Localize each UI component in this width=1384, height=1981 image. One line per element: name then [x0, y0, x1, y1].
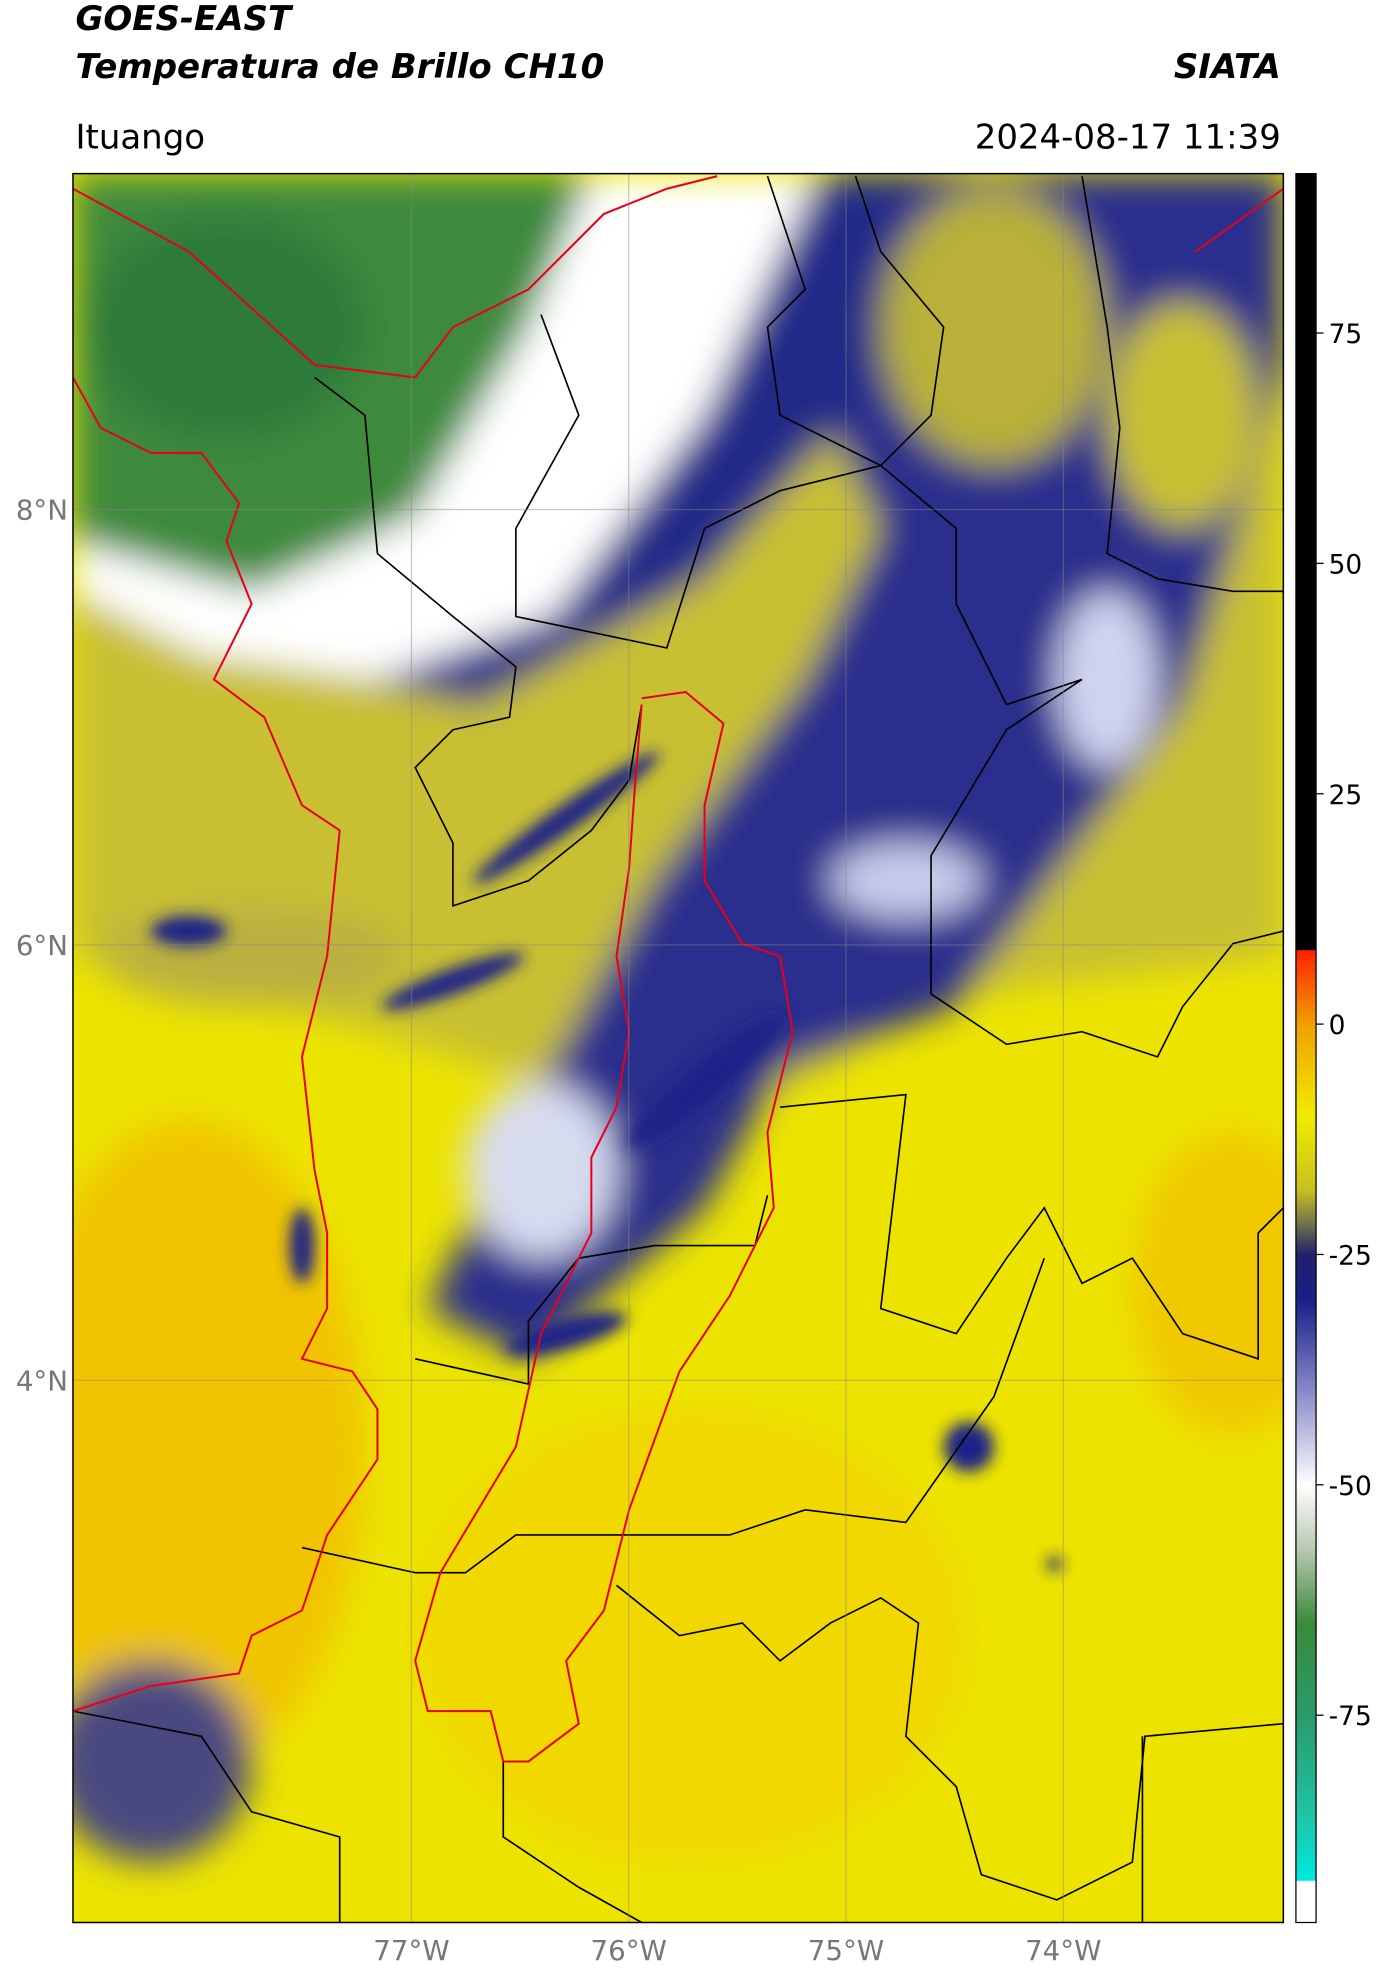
title: GOES-EAST	[75, 0, 293, 39]
colorbar-tick-label: 0	[1329, 1010, 1346, 1041]
lat-label: 6°N	[16, 929, 68, 962]
colorbar-segment	[1295, 1484, 1317, 1550]
grid: 4°N 6°N 8°N 77°W 76°W 75°W 74°W	[16, 173, 1284, 1967]
map-frame	[72, 172, 1285, 1924]
colorbar-segment	[1295, 1024, 1317, 1117]
lon-label: 77°W	[373, 1934, 449, 1967]
colorbar-segment	[1295, 950, 1317, 1025]
datetime: 2024-08-17 11:39	[975, 117, 1281, 157]
subtitle: Temperatura de Brillo CH10	[75, 47, 604, 87]
colorbar-segment	[1295, 1880, 1317, 1882]
lat-label: 8°N	[16, 494, 68, 527]
colorbar-segment	[1295, 1226, 1317, 1255]
colorbar-segment	[1295, 1715, 1317, 1808]
colorbar-frame	[1295, 172, 1317, 1924]
satellite-image	[72, 173, 1284, 1923]
colorbar-segment	[1295, 1189, 1317, 1228]
colorbar-segment	[1295, 1623, 1317, 1716]
colorbar-segment	[1295, 173, 1317, 950]
boundaries	[72, 175, 1284, 1923]
lat-label: 4°N	[16, 1364, 68, 1397]
colorbar-segment	[1295, 949, 1317, 951]
lon-label: 76°W	[591, 1934, 667, 1967]
colorbar-segment	[1295, 1881, 1317, 1923]
colorbar-segment	[1295, 1116, 1317, 1191]
organization: SIATA	[1174, 47, 1281, 87]
colorbar-segment	[1295, 1392, 1317, 1486]
lon-label: 74°W	[1025, 1934, 1101, 1967]
colorbar-tick-label: -25	[1329, 1241, 1372, 1272]
coastline-and-region	[72, 175, 1284, 1763]
location: Ituango	[75, 117, 205, 157]
colorbar-tick-label: 25	[1329, 780, 1363, 811]
colorbar: -75 -50 -25 0 25 50 75	[1295, 173, 1372, 1923]
colorbar-tick-label: 50	[1329, 549, 1363, 580]
colorbar-segment	[1295, 1807, 1317, 1881]
colorbar-segment	[1295, 1254, 1317, 1301]
colorbar-tick-label: 75	[1329, 319, 1363, 350]
colorbar-tick-label: -50	[1329, 1471, 1372, 1502]
lon-label: 75°W	[808, 1934, 884, 1967]
colorbar-segment	[1295, 1300, 1317, 1394]
colorbar-tick-label: -75	[1329, 1701, 1372, 1732]
colorbar-segment	[1295, 1549, 1317, 1624]
